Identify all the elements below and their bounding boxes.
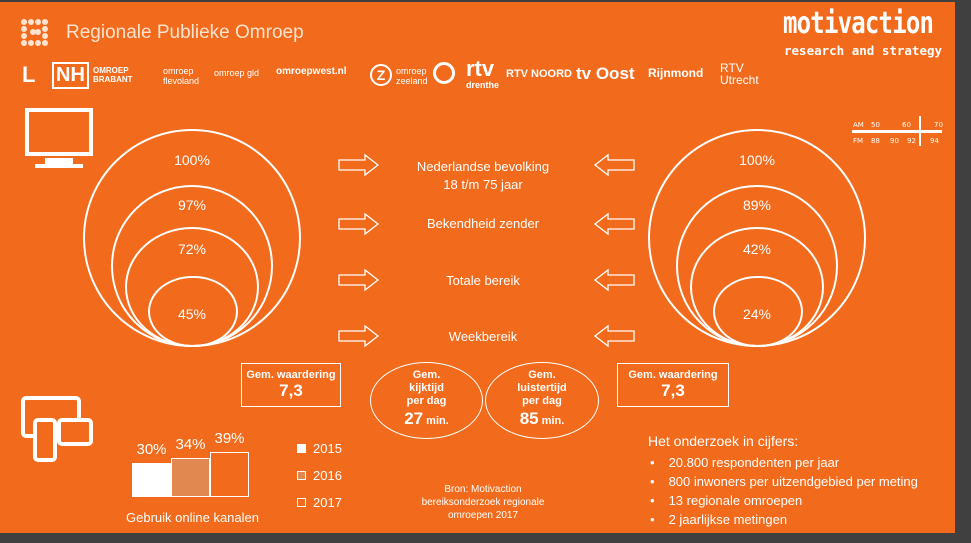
tv-time-line: kijktijd <box>409 382 444 394</box>
tv-time-unit: min. <box>426 415 449 427</box>
tv-rating-box: Gem. waardering 7,3 <box>241 363 341 407</box>
radio-time-unit: min. <box>541 415 565 427</box>
tv-pct-total-reach: 72% <box>177 241 207 257</box>
logo-brabant: OMROEP BRABANT <box>93 66 133 84</box>
devices-icon <box>21 396 93 462</box>
radio-time-line: luistertijd <box>517 382 567 394</box>
radio-pct-population: 100% <box>739 152 775 168</box>
svg-text:94: 94 <box>930 137 939 145</box>
logo-fryslan <box>433 62 455 84</box>
svg-text:60: 60 <box>902 121 911 129</box>
bar-label: 34% <box>175 435 206 453</box>
logo-rijnmond: Rijnmond <box>648 66 704 80</box>
bar-2017 <box>210 452 249 497</box>
svg-text:AM: AM <box>853 121 864 129</box>
svg-text:70: 70 <box>934 121 943 129</box>
motivaction-tagline: research and strategy <box>784 43 943 58</box>
logo-noord: RTV NOORD <box>506 68 572 80</box>
list-item: 13 regionale omroepen <box>648 491 918 510</box>
radio-time-line: Gem. <box>528 369 556 381</box>
radio-pct-awareness: 89% <box>742 197 772 213</box>
radio-pct-week-reach: 24% <box>742 306 772 322</box>
legend-swatch <box>297 498 306 507</box>
bar-label: 30% <box>136 440 167 458</box>
legend-swatch <box>297 471 306 480</box>
tv-rating-label: Gem. waardering <box>246 369 336 381</box>
radio-rating-label: Gem. waardering <box>628 369 718 381</box>
logo-utrecht: RTV Utrecht <box>720 61 759 87</box>
tv-time-line: Gem. <box>412 369 441 381</box>
legend-label: 2015 <box>313 441 342 456</box>
legend-swatch <box>297 444 306 453</box>
tv-circle-week-reach <box>148 276 238 347</box>
list-item: 800 inwoners per uitzendgebied per metin… <box>648 472 918 491</box>
logo-zeeland: omroep zeeland <box>396 66 428 86</box>
radio-rating-box: Gem. waardering 7,3 <box>617 363 729 407</box>
list-item: 20.800 respondenten per jaar <box>648 453 918 472</box>
online-channels-chart: 30% 34% 39% <box>0 2 955 533</box>
tv-pct-population: 100% <box>174 152 210 168</box>
svg-text:88: 88 <box>871 137 880 145</box>
infographic: Regionale Publieke Omroep motivaction re… <box>0 2 955 533</box>
radio-pct-total-reach: 42% <box>742 241 772 257</box>
label-week-reach: Weekbereik <box>448 329 518 344</box>
logo-flevoland: omroep flevoland <box>163 66 200 86</box>
source-note: Bron: Motivaction bereiksonderzoek regio… <box>421 484 545 521</box>
logo-gld: omroep gld <box>214 68 260 78</box>
motivaction-logo: motivaction <box>783 6 934 41</box>
rpo-logo-icon <box>21 19 48 46</box>
radio-circle-week-reach <box>713 276 803 347</box>
tv-pct-week-reach: 45% <box>177 306 207 322</box>
facts-title: Het onderzoek in cijfers: <box>648 433 799 449</box>
radio-rating-value: 7,3 <box>661 381 685 400</box>
svg-text:90: 90 <box>890 137 899 145</box>
legend-label: 2016 <box>313 468 342 483</box>
tv-time-line: per dag <box>406 395 447 407</box>
label-awareness: Bekendheid zender <box>426 216 540 231</box>
list-item: 2 jaarlijkse metingen <box>648 510 918 529</box>
svg-text:50: 50 <box>871 121 880 129</box>
page-title: Regionale Publieke Omroep <box>66 22 304 43</box>
radio-time-value: 85 <box>519 409 539 428</box>
svg-text:FM: FM <box>853 137 863 145</box>
bar-2016 <box>171 457 210 497</box>
legend-item-2015: 2015 <box>297 441 342 456</box>
bar-label: 39% <box>214 430 245 448</box>
svg-text:92: 92 <box>907 137 916 145</box>
logo-west: omroepwest.nl <box>276 66 347 77</box>
facts-list: 20.800 respondenten per jaar 800 inwoner… <box>648 453 918 529</box>
chart-title: Gebruik online kanalen <box>126 510 259 525</box>
legend-item-2016: 2016 <box>297 468 342 483</box>
legend-label: 2017 <box>313 495 342 510</box>
radio-dial-icon: AM 50 60 70 FM 88 90 92 94 <box>852 116 943 146</box>
tv-time-value: 27 <box>404 409 424 428</box>
label-total-reach: Totale bereik <box>446 273 520 288</box>
bar-2015 <box>132 462 171 497</box>
logo-oost: tv Oost <box>576 64 635 83</box>
label-population: Nederlandse bevolking 18 t/m 75 jaar <box>416 159 550 192</box>
tv-rating-value: 7,3 <box>279 381 303 400</box>
logo-drenthe: rtv drenthe <box>466 56 500 90</box>
logo-zeeland-z: Z <box>370 64 392 86</box>
tv-pct-awareness: 97% <box>177 197 207 213</box>
logo-nh: NH <box>52 62 89 89</box>
legend-item-2017: 2017 <box>297 495 342 510</box>
television-icon <box>25 108 93 168</box>
radio-time-ellipse: Gem. luistertijd per dag 85 min. <box>485 362 599 439</box>
logo-limburg: L <box>22 62 36 87</box>
tv-time-ellipse: Gem. kijktijd per dag 27 min. <box>370 362 483 439</box>
radio-time-line: per dag <box>522 395 562 407</box>
